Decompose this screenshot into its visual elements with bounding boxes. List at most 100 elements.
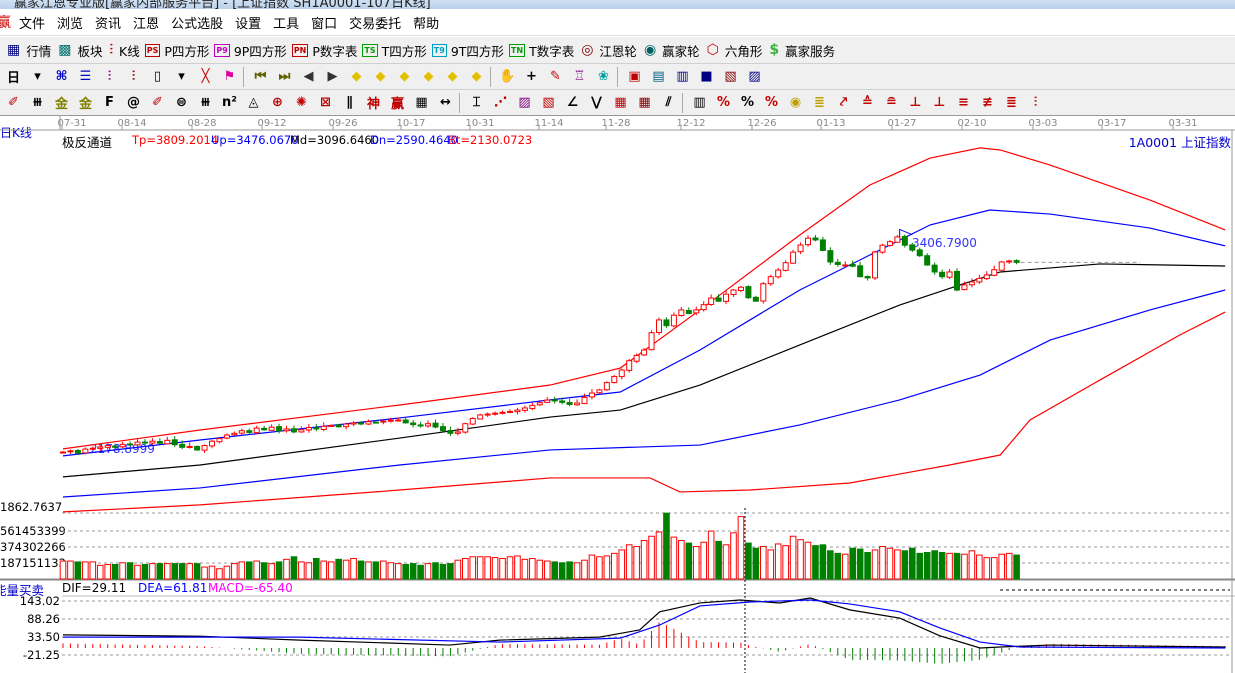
menu-item[interactable]: 交易委托 bbox=[349, 16, 402, 32]
menu-item[interactable]: 设置 bbox=[235, 16, 262, 32]
menu-item[interactable]: 浏览 bbox=[57, 16, 84, 32]
toolbar-button-dollar[interactable]: $ 赢家服务 bbox=[767, 41, 835, 60]
calendar-icon[interactable]: ▣ bbox=[628, 69, 641, 84]
cycle-lines-icon[interactable]: ⧻ bbox=[200, 95, 211, 110]
toolbar-button-candlestick[interactable]: ⫶ K线 bbox=[108, 41, 140, 60]
dropdown-icon[interactable]: ▾ bbox=[34, 69, 41, 84]
level-2-icon[interactable]: ≘ bbox=[886, 95, 897, 110]
toolbar-button-t9[interactable]: T9 9T四方形 bbox=[431, 41, 504, 60]
calculator-icon[interactable]: ▤ bbox=[652, 69, 665, 84]
move-left-icon[interactable]: ◆ bbox=[351, 69, 362, 84]
gann-box-icon[interactable]: ▨ bbox=[518, 95, 531, 110]
hand-icon[interactable]: ✋ bbox=[499, 69, 516, 84]
draw-pen-icon[interactable]: ✐ bbox=[8, 95, 19, 110]
last-icon[interactable]: ⏭ bbox=[278, 69, 291, 84]
toolbar-button-blocks[interactable]: ▩ 板块 bbox=[56, 41, 102, 60]
toolbar-button-tn[interactable]: TN T数字表 bbox=[508, 41, 574, 60]
menu-item[interactable]: 工具 bbox=[273, 16, 300, 32]
toolbar-button-p9[interactable]: P9 9P四方形 bbox=[214, 41, 287, 60]
multi-period-3-icon[interactable]: ⫶ bbox=[107, 69, 112, 84]
export-icon[interactable]: ▧ bbox=[724, 69, 737, 84]
dropdown-icon[interactable]: ▾ bbox=[178, 69, 185, 84]
box-web-icon[interactable]: ⊠ bbox=[320, 95, 331, 110]
pen-icon[interactable]: ✎ bbox=[550, 69, 561, 84]
grid-2-icon[interactable]: ▦ bbox=[638, 95, 651, 110]
menu-item[interactable]: 江恩 bbox=[133, 16, 160, 32]
coin-icon[interactable]: ◉ bbox=[789, 95, 802, 110]
gann-square-icon[interactable]: ▧ bbox=[542, 95, 555, 110]
menu-item[interactable]: 公式选股 bbox=[171, 16, 224, 32]
expand-icon[interactable]: ◆ bbox=[399, 69, 410, 84]
indicator-icon[interactable]: ╳ bbox=[201, 69, 210, 84]
level-6-icon[interactable]: ≢ bbox=[982, 95, 993, 110]
angle-fan-icon[interactable]: ∠ bbox=[566, 95, 579, 110]
cycle-icon[interactable]: ⌘ bbox=[55, 69, 68, 84]
stats-icon[interactable]: ▥ bbox=[693, 95, 706, 110]
zoom-in-icon[interactable]: ◆ bbox=[447, 69, 458, 84]
multi-period-9-icon[interactable]: ⫶ bbox=[131, 69, 136, 84]
square-lines-icon[interactable]: n² bbox=[222, 95, 237, 110]
triangle-icon[interactable]: ◬ bbox=[248, 95, 259, 110]
percent-icon[interactable]: % bbox=[716, 95, 731, 110]
level-icon[interactable]: ≙ bbox=[862, 95, 873, 110]
period-label[interactable]: 日K线 bbox=[0, 126, 32, 140]
print-icon[interactable]: ▨ bbox=[748, 69, 761, 84]
candle-type-icon[interactable]: ▯ bbox=[153, 69, 162, 84]
report-icon[interactable]: ▥ bbox=[676, 69, 689, 84]
macd-indicator-name[interactable]: 能量买卖 bbox=[0, 583, 45, 598]
level-7-icon[interactable]: ≣ bbox=[1006, 95, 1017, 110]
next-icon[interactable]: ▶ bbox=[327, 69, 338, 84]
level-4-icon[interactable]: ⊥ bbox=[933, 95, 946, 110]
notes-icon[interactable]: ☰ bbox=[79, 69, 92, 84]
fan-icon[interactable]: ⋰ bbox=[494, 95, 507, 110]
crosshair-icon[interactable]: + bbox=[526, 69, 537, 84]
fib-lines-icon[interactable]: F bbox=[105, 95, 114, 110]
circle-grid-icon[interactable]: ⊜ bbox=[176, 95, 187, 110]
level-3-icon[interactable]: ⊥ bbox=[909, 95, 922, 110]
coin-lines-icon[interactable]: ≣ bbox=[814, 95, 825, 110]
percent-3-icon[interactable]: % bbox=[764, 95, 779, 110]
first-icon[interactable]: ⏮ bbox=[254, 69, 267, 84]
move-right-icon[interactable]: ◆ bbox=[375, 69, 386, 84]
wave-icon[interactable]: ⋁ bbox=[591, 95, 602, 110]
box-icon[interactable]: ⌶ bbox=[472, 95, 481, 110]
menu-item[interactable]: 资讯 bbox=[95, 16, 122, 32]
percent-2-icon[interactable]: % bbox=[740, 95, 755, 110]
indicator-name[interactable]: 极反通道 bbox=[62, 135, 113, 150]
angle-lines-icon[interactable]: ∥ bbox=[346, 95, 353, 110]
prev-icon[interactable]: ◀ bbox=[303, 69, 314, 84]
toolbar-button-pn[interactable]: PN P数字表 bbox=[291, 41, 357, 60]
toolbar-button-hexagon[interactable]: ⬡ 六角形 bbox=[705, 41, 763, 60]
target-icon[interactable]: ⊕ bbox=[272, 95, 283, 110]
brain-icon[interactable]: ❀ bbox=[598, 69, 609, 84]
save-icon[interactable]: ■ bbox=[700, 69, 713, 84]
gold-lines-2-icon[interactable]: 金 bbox=[78, 97, 92, 112]
period-icon[interactable]: 日 bbox=[6, 71, 20, 86]
ruler-icon[interactable]: ▦ bbox=[415, 95, 428, 110]
toolbar-button-gann-wheel[interactable]: ◎ 江恩轮 bbox=[579, 41, 637, 60]
spiral-icon[interactable]: @ bbox=[127, 95, 140, 110]
marker-icon[interactable]: ✐ bbox=[152, 95, 163, 110]
parallel-lines-icon[interactable]: ⧻ bbox=[32, 95, 43, 110]
level-8-icon[interactable]: ⫶ bbox=[1033, 95, 1038, 110]
shrink-icon[interactable]: ◆ bbox=[423, 69, 434, 84]
flag-icon[interactable]: ⚑ bbox=[223, 69, 236, 84]
toolbar-button-grid-table[interactable]: ▦ 行情 bbox=[5, 41, 51, 60]
level-5-icon[interactable]: ≡ bbox=[958, 95, 969, 110]
width-icon[interactable]: ↔ bbox=[440, 95, 451, 110]
web-icon[interactable]: ✺ bbox=[296, 95, 307, 110]
menu-item[interactable]: 文件 bbox=[19, 16, 46, 32]
menu-item[interactable]: 帮助 bbox=[413, 16, 440, 32]
toolbar-button-big-wheel[interactable]: ◉ 赢家轮 bbox=[642, 41, 700, 60]
gold-lines-icon[interactable]: 金 bbox=[54, 97, 68, 112]
toolbar-button-ts[interactable]: TS T四方形 bbox=[362, 41, 427, 60]
fib-fan-icon[interactable]: ⤤ bbox=[839, 95, 848, 110]
zoom-out-icon[interactable]: ◆ bbox=[471, 69, 482, 84]
ying-icon[interactable]: 赢 bbox=[390, 97, 404, 112]
shen-icon[interactable]: 神 bbox=[366, 97, 380, 112]
slant-lines-icon[interactable]: ⫽ bbox=[665, 95, 672, 110]
toolbar-button-ps[interactable]: PS P四方形 bbox=[144, 41, 209, 60]
menu-item[interactable]: 窗口 bbox=[311, 16, 338, 32]
template-icon[interactable]: ♖ bbox=[573, 69, 586, 84]
grid-icon[interactable]: ▦ bbox=[614, 95, 627, 110]
